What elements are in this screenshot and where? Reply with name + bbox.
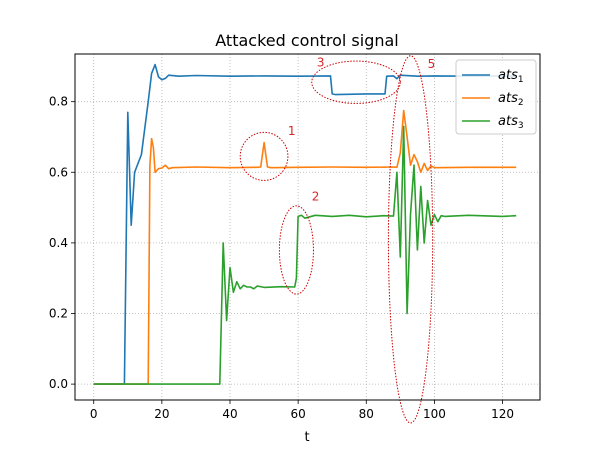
annotation-label-2: 2 bbox=[312, 190, 320, 204]
ticks: 0 20 40 60 80 100 120 0.0 0.2 0.4 0.6 0.8 bbox=[49, 95, 514, 421]
series-line-3 bbox=[93, 125, 517, 385]
legend-label-3: ats3 bbox=[498, 114, 524, 131]
series-lines bbox=[93, 63, 517, 385]
legend-label-2: ats2 bbox=[498, 91, 524, 108]
annotation-ellipse-1 bbox=[239, 131, 289, 181]
series-line-1 bbox=[93, 63, 517, 385]
x-tick-label: 60 bbox=[290, 407, 305, 421]
y-tick-label: 0.2 bbox=[49, 307, 68, 321]
axes-frame bbox=[74, 53, 541, 401]
annotation-label-1: 1 bbox=[288, 124, 296, 138]
x-tick-label: 20 bbox=[154, 407, 169, 421]
y-tick-label: 0.4 bbox=[49, 236, 68, 250]
x-tick-label: 120 bbox=[491, 407, 514, 421]
x-tick-label: 100 bbox=[423, 407, 446, 421]
series-line-2 bbox=[93, 109, 517, 385]
annotation-label-3: 3 bbox=[317, 55, 325, 69]
annotation-ellipse-5 bbox=[387, 55, 434, 424]
legend-label-1: ats1 bbox=[498, 68, 524, 85]
y-tick-label: 0.8 bbox=[49, 95, 68, 109]
annotation-ellipse-3 bbox=[311, 60, 401, 104]
x-tick-label: 0 bbox=[90, 407, 98, 421]
annotation-label-5: 5 bbox=[428, 57, 436, 71]
x-axis-label: t bbox=[304, 430, 309, 445]
annotations: 1 2 3 5 bbox=[239, 55, 436, 424]
chart-title: Attacked control signal bbox=[215, 31, 398, 50]
y-tick-label: 0.0 bbox=[49, 377, 68, 391]
legend: ats1 ats2 ats3 bbox=[455, 59, 537, 135]
y-tick-label: 0.6 bbox=[49, 165, 68, 179]
x-tick-label: 80 bbox=[359, 407, 374, 421]
x-tick-label: 40 bbox=[222, 407, 237, 421]
legend-box bbox=[455, 59, 537, 135]
annotation-ellipse-2 bbox=[278, 205, 314, 295]
